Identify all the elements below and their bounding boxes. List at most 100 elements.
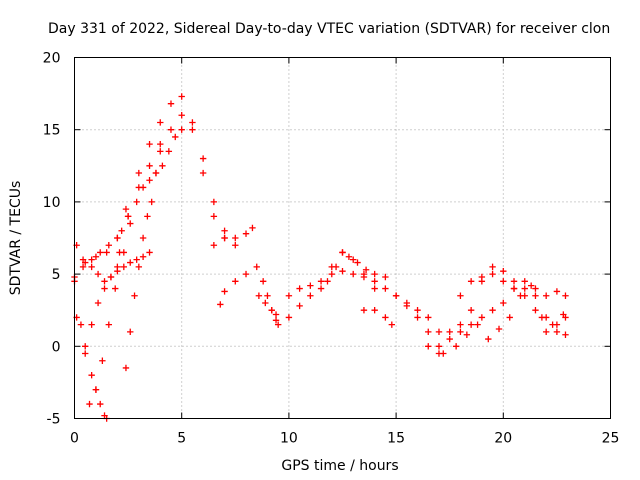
- y-tick-label: -5: [47, 412, 61, 428]
- data-point: [159, 162, 166, 169]
- data-point: [500, 299, 507, 307]
- data-point: [99, 357, 106, 364]
- series-arc-p: [435, 278, 569, 336]
- data-point: [382, 273, 389, 281]
- series-arc-c: [73, 126, 185, 285]
- data-point: [253, 263, 260, 271]
- data-point: [139, 253, 147, 260]
- data-point: [500, 268, 507, 275]
- data-point: [232, 278, 239, 285]
- data-point: [127, 328, 134, 336]
- series-arc-r: [457, 270, 569, 336]
- data-point: [131, 292, 138, 299]
- data-point: [435, 343, 443, 350]
- data-point: [232, 234, 239, 242]
- data-point: [553, 288, 561, 295]
- series-arc-n: [360, 307, 396, 328]
- data-point: [532, 285, 539, 292]
- data-point: [232, 242, 239, 249]
- data-point: [457, 328, 464, 336]
- data-point: [167, 100, 175, 107]
- x-tick-label: 0: [70, 431, 79, 447]
- data-point: [249, 224, 256, 232]
- data-point: [79, 256, 87, 263]
- data-point: [467, 321, 475, 328]
- x-tick-label: 25: [602, 431, 620, 447]
- y-tick-label: 15: [43, 123, 61, 139]
- data-point: [478, 314, 486, 321]
- data-point: [360, 307, 368, 314]
- series-arc-e: [86, 205, 130, 408]
- data-point: [255, 292, 263, 299]
- data-point: [101, 278, 108, 285]
- data-point: [553, 328, 561, 336]
- data-point: [86, 400, 93, 408]
- data-point: [371, 307, 378, 314]
- data-point: [527, 282, 535, 289]
- data-point: [435, 328, 443, 336]
- data-point: [521, 278, 528, 285]
- data-point: [307, 292, 314, 299]
- data-point: [167, 126, 175, 133]
- data-point: [532, 307, 539, 314]
- data-point: [425, 343, 432, 350]
- data-point: [457, 292, 464, 299]
- data-point: [264, 292, 271, 299]
- series-arc-j: [255, 292, 280, 318]
- data-point: [139, 184, 147, 191]
- data-point: [463, 331, 471, 338]
- data-point: [242, 270, 250, 278]
- data-point: [146, 177, 153, 184]
- data-point: [148, 198, 155, 206]
- data-point: [414, 307, 421, 314]
- data-point: [146, 162, 153, 169]
- data-point: [296, 302, 303, 310]
- data-point: [199, 155, 207, 162]
- x-axis-label: GPS time / hours: [281, 458, 398, 474]
- data-point: [120, 263, 128, 271]
- x-tick-label: 15: [387, 431, 405, 447]
- data-point: [332, 263, 340, 271]
- data-point: [446, 335, 453, 343]
- data-point: [296, 285, 303, 292]
- data-point: [542, 328, 550, 336]
- data-point: [317, 278, 325, 285]
- y-tick-label: 0: [52, 339, 61, 355]
- data-point: [221, 227, 228, 234]
- data-point: [452, 343, 460, 350]
- y-tick-labels: -5 0 5 10 15 20: [43, 51, 61, 428]
- data-point: [478, 273, 486, 281]
- data-point: [114, 268, 121, 275]
- data-point: [371, 285, 378, 292]
- data-point: [88, 263, 95, 271]
- data-point: [94, 270, 102, 278]
- data-point: [210, 198, 218, 206]
- data-point: [532, 292, 539, 299]
- data-points: [71, 93, 569, 422]
- data-point: [133, 198, 140, 206]
- data-point: [562, 331, 569, 338]
- data-point: [97, 249, 104, 256]
- data-point: [127, 259, 134, 266]
- data-point: [133, 256, 140, 263]
- data-point: [274, 321, 282, 328]
- data-point: [553, 321, 561, 328]
- series-arc-q: [440, 282, 567, 357]
- data-point: [371, 270, 378, 278]
- data-point: [118, 227, 125, 234]
- data-point: [79, 263, 87, 271]
- data-point: [105, 321, 113, 328]
- data-point: [157, 119, 164, 126]
- data-point: [354, 259, 361, 266]
- series-arc-k: [285, 268, 432, 321]
- data-point: [272, 317, 280, 324]
- data-point: [124, 213, 132, 220]
- data-point: [506, 314, 513, 321]
- data-point: [92, 253, 100, 260]
- data-point: [88, 256, 95, 263]
- series-arc-h: [210, 224, 256, 308]
- series-arc-i: [253, 263, 282, 328]
- data-point: [542, 292, 550, 299]
- data-point: [345, 253, 353, 260]
- data-point: [97, 400, 104, 408]
